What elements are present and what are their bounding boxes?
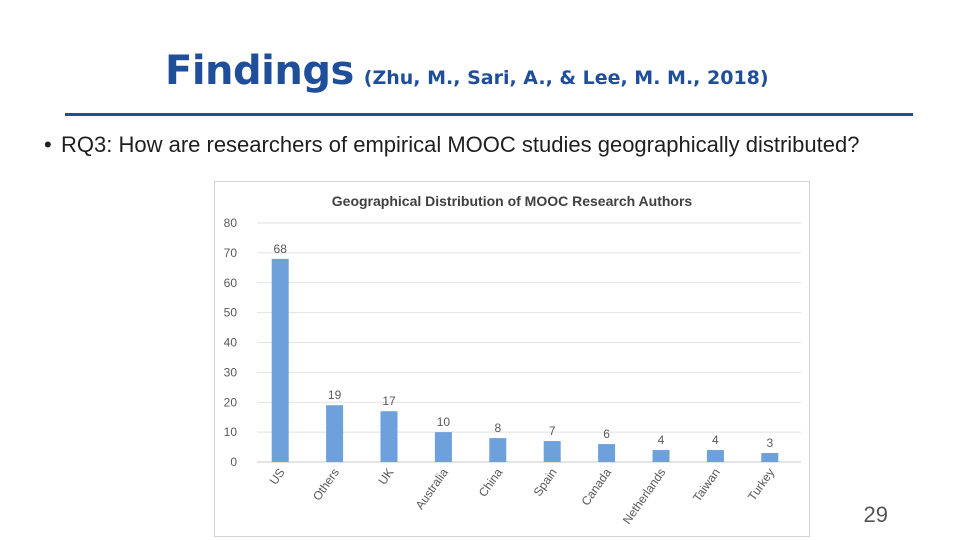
slide-title: Findings (Zhu, M., Sari, A., & Lee, M. M… <box>165 48 769 94</box>
data-label: 4 <box>658 433 665 447</box>
y-tick-label: 50 <box>224 306 238 320</box>
y-tick-label: 20 <box>224 395 238 409</box>
bar-chart: Geographical Distribution of MOOC Resear… <box>214 181 810 537</box>
bar-china <box>489 438 507 462</box>
data-label: 3 <box>766 436 773 450</box>
bar-australia <box>434 432 452 462</box>
x-tick-label: Australia <box>413 465 451 512</box>
title-citation: (Zhu, M., Sari, A., & Lee, M. M., 2018) <box>363 67 769 89</box>
bar-spain <box>543 441 561 462</box>
title-underline <box>65 113 913 116</box>
bar-others <box>326 405 344 462</box>
y-axis-ticks: 0 10 20 30 40 50 60 70 80 <box>224 216 238 469</box>
x-tick-label: Others <box>310 466 342 504</box>
data-label: 8 <box>494 421 501 435</box>
bullet-text: RQ3: How are researchers of empirical MO… <box>61 132 860 157</box>
y-tick-label: 10 <box>224 425 238 439</box>
x-tick-label: China <box>476 465 506 499</box>
data-label: 4 <box>712 433 719 447</box>
x-tick-label: Canada <box>578 465 614 508</box>
y-tick-label: 0 <box>230 455 237 469</box>
y-tick-label: 40 <box>224 336 238 350</box>
x-tick-label: US <box>267 466 288 488</box>
bar-canada <box>598 444 616 462</box>
data-label: 68 <box>274 242 288 256</box>
x-tick-label: UK <box>375 466 396 488</box>
bar-us <box>271 258 289 462</box>
bar-uk <box>380 411 398 462</box>
data-label: 10 <box>437 415 451 429</box>
page-number: 29 <box>863 502 888 527</box>
bars <box>271 258 779 462</box>
x-tick-label: Taiwan <box>690 466 723 505</box>
data-label: 19 <box>328 388 342 402</box>
y-tick-label: 70 <box>224 246 238 260</box>
chart-canvas: Geographical Distribution of MOOC Resear… <box>224 193 801 527</box>
gridlines <box>257 222 801 463</box>
y-tick-label: 80 <box>224 216 238 230</box>
data-label: 7 <box>549 424 556 438</box>
data-label: 6 <box>603 427 610 441</box>
bar-netherlands <box>652 450 670 462</box>
data-labels: 68 19 17 10 8 7 6 4 4 3 <box>274 242 774 450</box>
y-tick-label: 30 <box>224 365 238 379</box>
bullet-marker: • <box>44 132 52 157</box>
y-tick-label: 60 <box>224 276 238 290</box>
x-tick-label: Spain <box>531 466 560 499</box>
chart-title: Geographical Distribution of MOOC Resear… <box>332 193 693 209</box>
bullet-point: • RQ3: How are researchers of empirical … <box>44 131 884 159</box>
bar-turkey <box>761 453 779 462</box>
x-axis-ticks: US Others UK Australia China Spain Canada Nethe… <box>267 465 778 526</box>
data-label: 17 <box>382 394 396 408</box>
x-tick-label: Turkey <box>745 466 777 504</box>
title-main: Findings <box>165 48 354 94</box>
bar-taiwan <box>706 450 724 462</box>
x-tick-label: Netherlands <box>620 466 669 527</box>
